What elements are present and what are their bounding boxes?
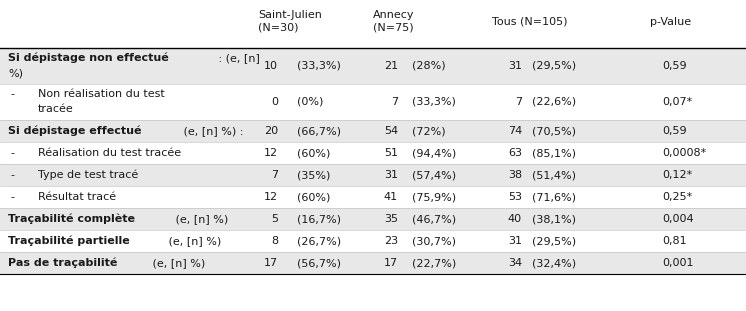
Text: (33,3%): (33,3%): [412, 97, 456, 107]
Text: Si dépistage non effectué: Si dépistage non effectué: [8, 53, 169, 63]
Text: -: -: [10, 192, 14, 202]
Text: 74: 74: [508, 126, 522, 136]
Text: Pas de traçabilité: Pas de traçabilité: [8, 258, 117, 268]
Text: 10: 10: [264, 61, 278, 71]
Text: (60%): (60%): [297, 148, 330, 158]
Text: (70,5%): (70,5%): [532, 126, 576, 136]
Text: (57,4%): (57,4%): [412, 170, 456, 180]
Text: : (e, [n]: : (e, [n]: [216, 53, 260, 63]
Text: (38,1%): (38,1%): [532, 214, 576, 224]
Text: (e, [n] %): (e, [n] %): [172, 214, 228, 224]
Text: 12: 12: [264, 192, 278, 202]
Text: 0: 0: [271, 97, 278, 107]
Text: (60%): (60%): [297, 192, 330, 202]
Text: 0,59: 0,59: [662, 61, 686, 71]
Text: 7: 7: [515, 97, 522, 107]
Text: 0,59: 0,59: [662, 126, 686, 136]
Text: (22,6%): (22,6%): [532, 97, 576, 107]
Text: Tous (N=105): Tous (N=105): [492, 16, 568, 27]
Bar: [0, 0, 746, 48]
Text: 0,25*: 0,25*: [662, 192, 692, 202]
Bar: [0, 252, 746, 274]
Text: (28%): (28%): [412, 61, 445, 71]
Text: (33,3%): (33,3%): [297, 61, 341, 71]
Text: 31: 31: [508, 61, 522, 71]
Text: (71,6%): (71,6%): [532, 192, 576, 202]
Text: -: -: [10, 170, 14, 180]
Text: 17: 17: [384, 258, 398, 268]
Text: 34: 34: [508, 258, 522, 268]
Text: 31: 31: [508, 236, 522, 246]
Text: 12: 12: [264, 148, 278, 158]
Text: 40: 40: [508, 214, 522, 224]
Text: (e, [n] %): (e, [n] %): [149, 258, 205, 268]
Text: 41: 41: [384, 192, 398, 202]
Text: 0,81: 0,81: [662, 236, 686, 246]
Text: Réalisation du test tracée: Réalisation du test tracée: [38, 148, 181, 158]
Text: -: -: [10, 148, 14, 158]
Text: (85,1%): (85,1%): [532, 148, 576, 158]
Text: (56,7%): (56,7%): [297, 258, 341, 268]
Text: 8: 8: [271, 236, 278, 246]
Text: 0,0008*: 0,0008*: [662, 148, 706, 158]
Text: (22,7%): (22,7%): [412, 258, 457, 268]
Text: (26,7%): (26,7%): [297, 236, 341, 246]
Bar: [0, 208, 746, 230]
Text: (0%): (0%): [297, 97, 323, 107]
Bar: [0, 164, 746, 186]
Text: 23: 23: [384, 236, 398, 246]
Bar: [0, 230, 746, 252]
Text: 5: 5: [271, 214, 278, 224]
Text: (e, [n] %) :: (e, [n] %) :: [181, 126, 244, 136]
Text: (32,4%): (32,4%): [532, 258, 576, 268]
Text: Type de test tracé: Type de test tracé: [38, 170, 138, 180]
Text: 7: 7: [391, 97, 398, 107]
Text: Non réalisation du test: Non réalisation du test: [38, 89, 165, 99]
Text: 21: 21: [384, 61, 398, 71]
Text: 0,12*: 0,12*: [662, 170, 692, 180]
Text: (46,7%): (46,7%): [412, 214, 456, 224]
Text: Traçabilité complète: Traçabilité complète: [8, 214, 135, 224]
Text: 7: 7: [271, 170, 278, 180]
Text: 0,004: 0,004: [662, 214, 694, 224]
Text: Saint-Julien
(N=30): Saint-Julien (N=30): [258, 10, 322, 33]
Text: 38: 38: [508, 170, 522, 180]
Text: Annecy
(N=75): Annecy (N=75): [373, 10, 415, 33]
Text: 0,001: 0,001: [662, 258, 694, 268]
Bar: [0, 142, 746, 164]
Text: Résultat tracé: Résultat tracé: [38, 192, 116, 202]
Text: %): %): [8, 68, 23, 78]
Text: p-Value: p-Value: [650, 16, 691, 27]
Text: 51: 51: [384, 148, 398, 158]
Text: (72%): (72%): [412, 126, 445, 136]
Text: 63: 63: [508, 148, 522, 158]
Text: (66,7%): (66,7%): [297, 126, 341, 136]
Text: Si dépistage effectué: Si dépistage effectué: [8, 126, 142, 136]
Text: (29,5%): (29,5%): [532, 236, 576, 246]
Text: (75,9%): (75,9%): [412, 192, 456, 202]
Text: (30,7%): (30,7%): [412, 236, 456, 246]
Text: (e, [n] %): (e, [n] %): [165, 236, 222, 246]
Bar: [0, 48, 746, 84]
Text: -: -: [10, 89, 14, 99]
Bar: [0, 186, 746, 208]
Text: 35: 35: [384, 214, 398, 224]
Text: 20: 20: [264, 126, 278, 136]
Text: (94,4%): (94,4%): [412, 148, 457, 158]
Text: 31: 31: [384, 170, 398, 180]
Text: Traçabilité partielle: Traçabilité partielle: [8, 236, 130, 246]
Text: (16,7%): (16,7%): [297, 214, 341, 224]
Text: 0,07*: 0,07*: [662, 97, 692, 107]
Text: (35%): (35%): [297, 170, 330, 180]
Text: 54: 54: [384, 126, 398, 136]
Text: 17: 17: [264, 258, 278, 268]
Text: 53: 53: [508, 192, 522, 202]
Text: (29,5%): (29,5%): [532, 61, 576, 71]
Bar: [0, 120, 746, 142]
Bar: [0, 84, 746, 120]
Text: (51,4%): (51,4%): [532, 170, 576, 180]
Text: tracée: tracée: [38, 104, 74, 114]
